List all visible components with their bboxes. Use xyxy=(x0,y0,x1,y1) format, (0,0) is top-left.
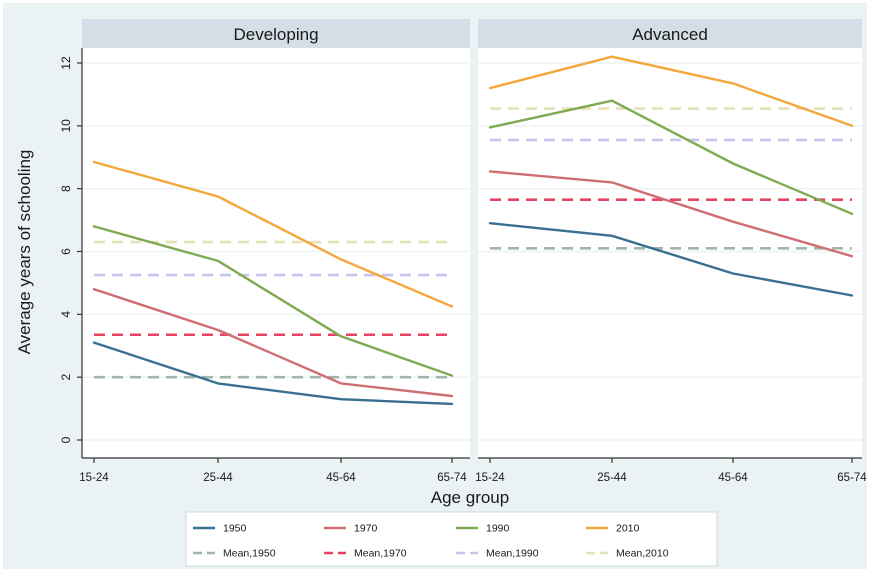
x-tick-label: 65-74 xyxy=(437,472,467,484)
legend-label: Mean,1950 xyxy=(223,548,276,560)
panel-title: Advanced xyxy=(632,25,708,44)
series-line-1950 xyxy=(92,341,454,406)
x-tick-label: 15-24 xyxy=(475,472,505,484)
panel-header-0 xyxy=(82,19,470,48)
series-line-1950 xyxy=(488,221,854,297)
legend xyxy=(185,511,718,567)
series-line-1970 xyxy=(488,170,854,258)
y-tick-label: 10 xyxy=(59,119,73,133)
panel-title: Developing xyxy=(233,25,318,44)
panel-header-1 xyxy=(478,19,862,48)
series-line-1990 xyxy=(92,225,454,377)
x-tick-label: 65-74 xyxy=(837,472,867,484)
y-tick-label: 8 xyxy=(59,185,73,192)
x-tick-label: 25-44 xyxy=(597,472,627,484)
x-tick-label: 45-64 xyxy=(718,472,748,484)
y-tick-label: 12 xyxy=(59,56,73,70)
y-tick-label: 2 xyxy=(59,374,73,381)
legend-label: Mean,1970 xyxy=(354,548,407,560)
y-tick-label: 6 xyxy=(59,248,73,255)
legend-label: Mean,1990 xyxy=(486,548,539,560)
x-tick-label: 45-64 xyxy=(326,472,356,484)
series-line-1990 xyxy=(488,99,854,216)
series-line-2010 xyxy=(488,55,854,128)
series-line-1970 xyxy=(92,288,454,398)
series-line-2010 xyxy=(92,160,454,308)
x-axis-title: Age group xyxy=(431,488,509,507)
y-tick-label: 0 xyxy=(59,436,73,443)
legend-label: 1950 xyxy=(223,523,247,535)
y-tick-label: 4 xyxy=(59,311,73,318)
x-tick-label: 15-24 xyxy=(79,472,109,484)
legend-label: 1990 xyxy=(486,523,510,535)
x-tick-label: 25-44 xyxy=(203,472,233,484)
legend-label: 1970 xyxy=(354,523,378,535)
legend-label: Mean,2010 xyxy=(616,548,669,560)
legend-label: 2010 xyxy=(616,523,640,535)
plot-area-0 xyxy=(82,48,470,458)
y-axis-title: Average years of schooling xyxy=(15,150,34,355)
